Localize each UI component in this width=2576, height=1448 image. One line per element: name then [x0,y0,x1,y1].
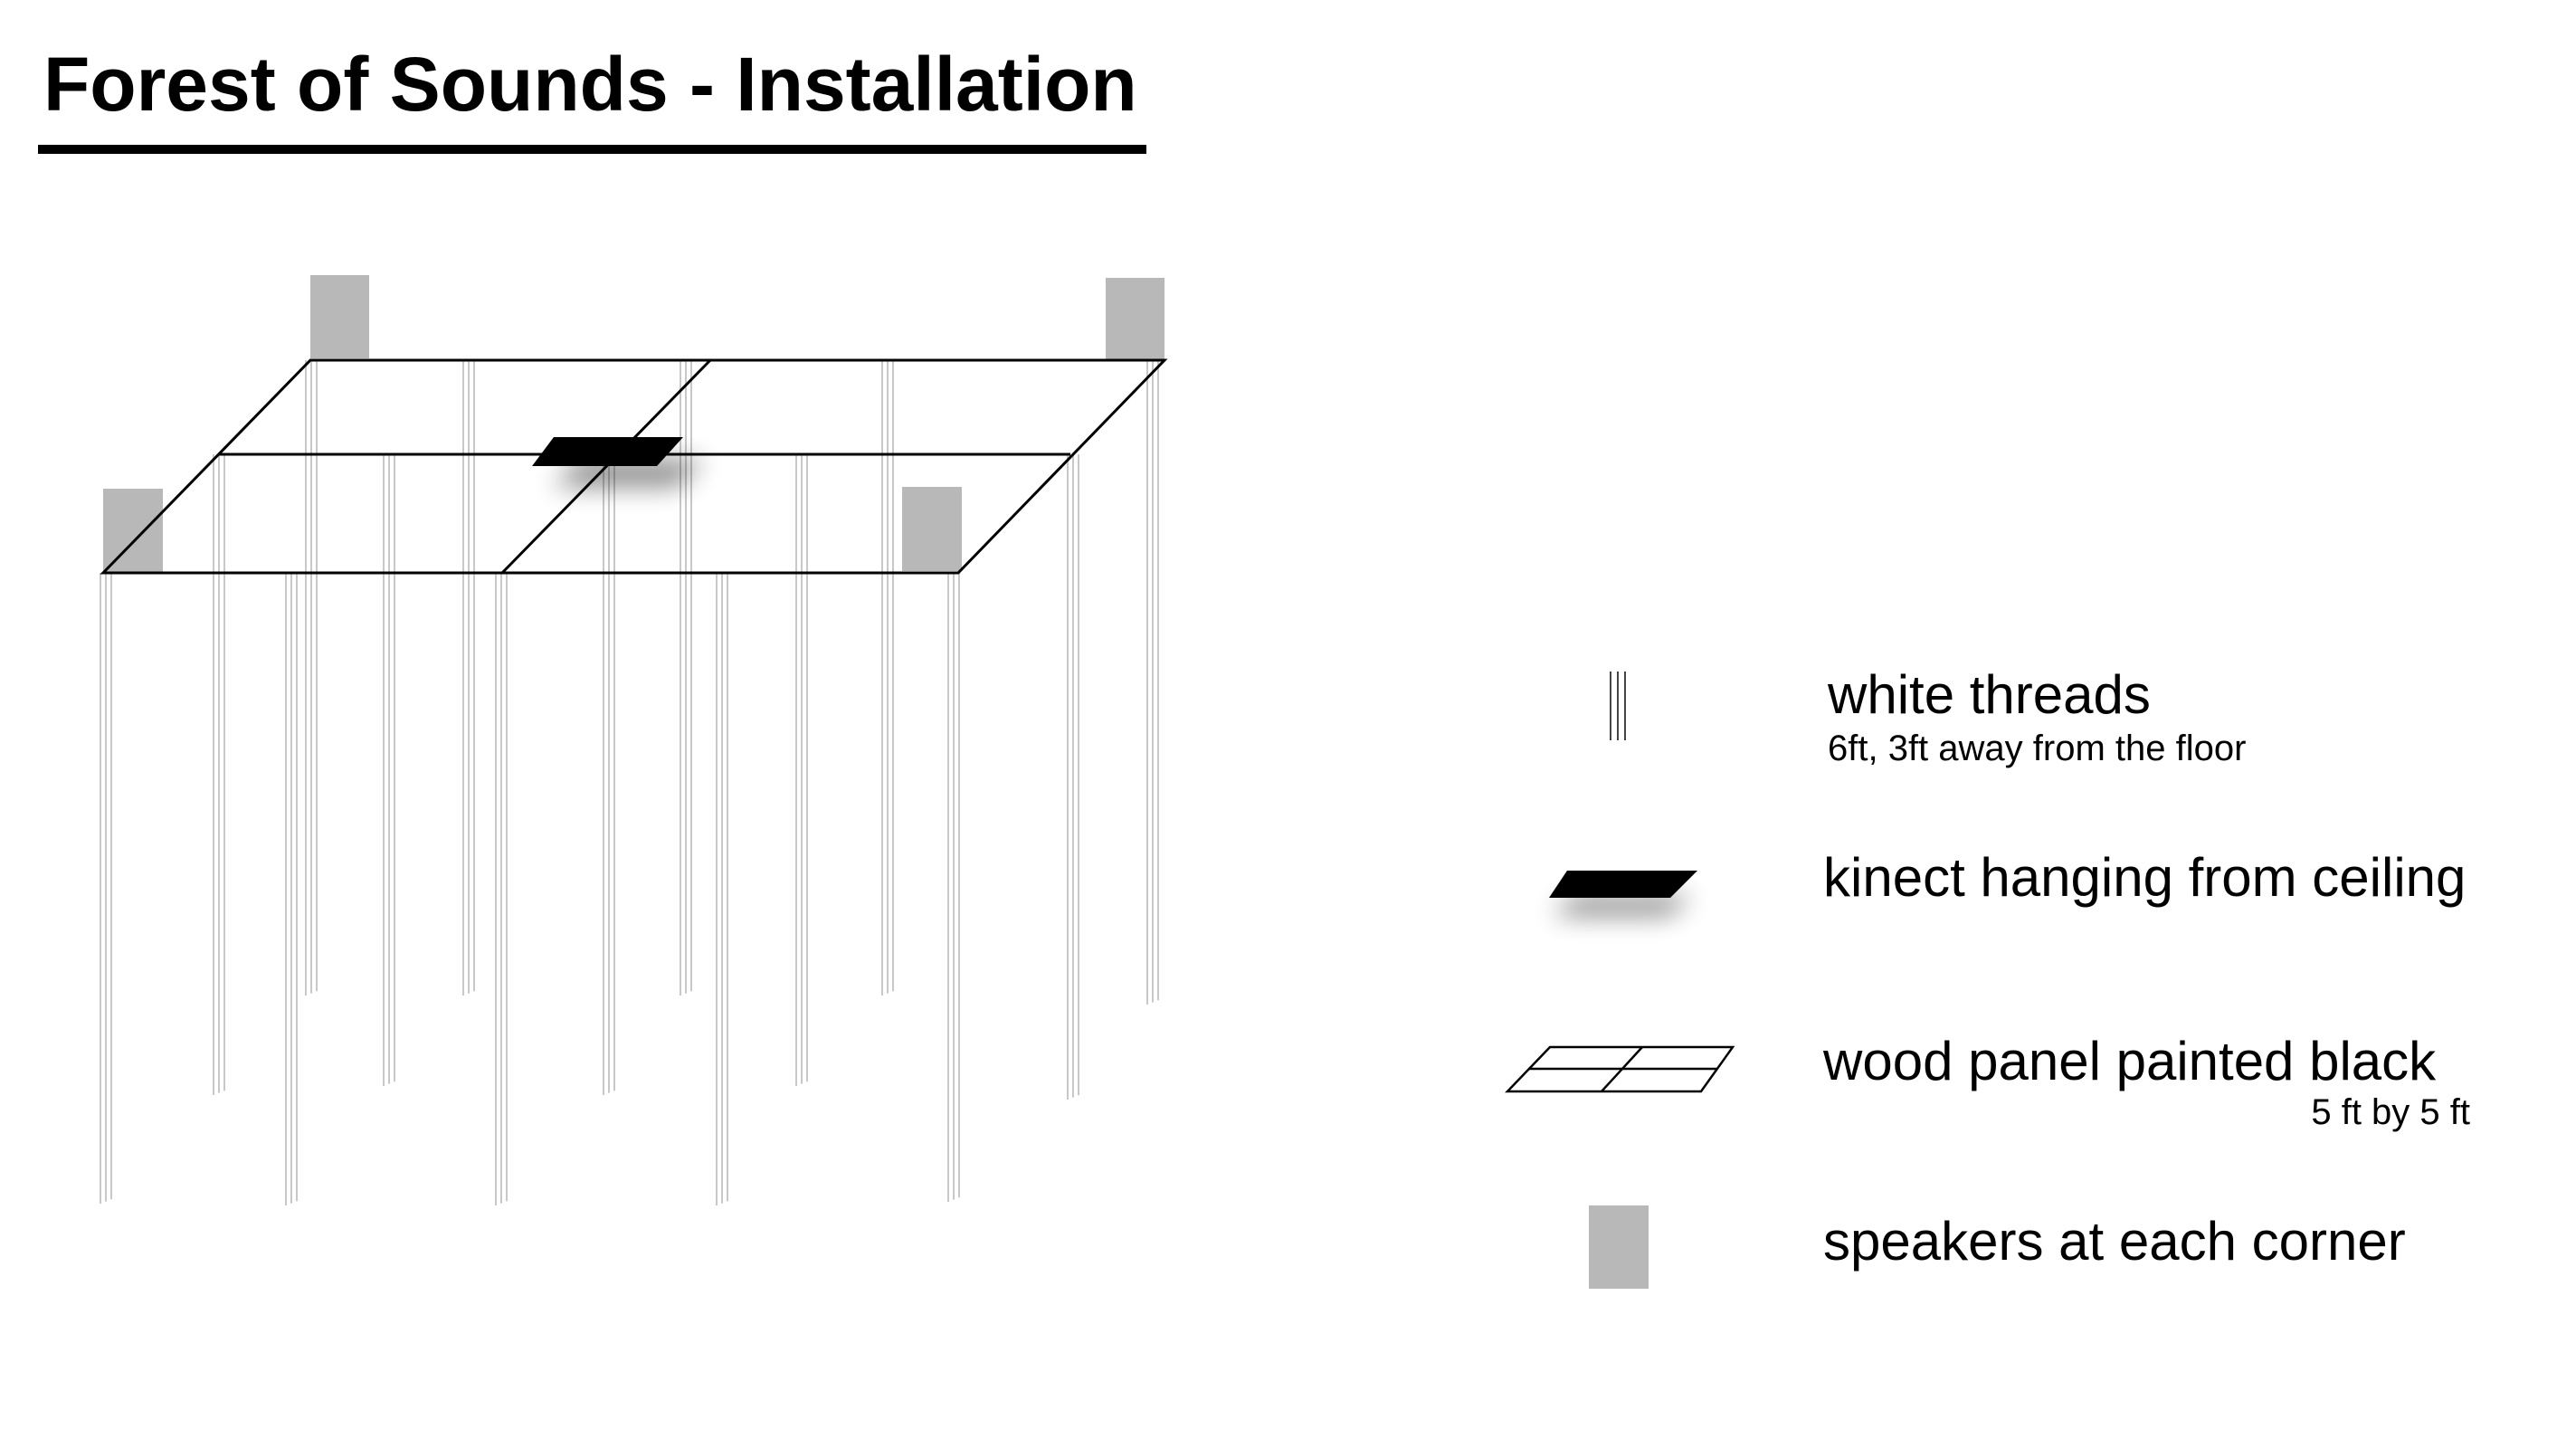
thread-bundle [285,573,298,1205]
thread-group [100,360,1159,1205]
thread-bundle [603,454,615,1095]
thread-bundle [495,573,508,1205]
thread-bundle [1067,454,1079,1100]
kinect-body [532,437,683,466]
wood-panel-icon [1505,1045,1735,1093]
thread-bundle [716,573,728,1205]
speaker-icon [1589,1205,1649,1289]
legend-panel-detail: 5 ft by 5 ft [2311,1092,2470,1132]
thread-bundle [100,573,112,1204]
kinect-shadow [554,460,704,487]
legend-kinect-label: kinect hanging from ceiling [1823,847,2467,908]
speaker-back-right [1106,278,1164,359]
legend-panel-label: wood panel painted black [1823,1031,2437,1091]
legend-threads-label: white threads [1828,664,2151,725]
title-underline [38,145,1146,154]
thread-bundle [947,573,960,1202]
page-title: Forest of Sounds - Installation [43,42,1137,127]
legend-speaker-label: speakers at each corner [1823,1211,2406,1272]
thread-bundle [462,360,475,996]
speaker-back-left [310,275,369,358]
thread-bundle [881,360,894,996]
thread-bundle [213,454,225,1095]
kinect-icon [1549,871,1697,916]
thread-bundle [383,454,395,1086]
thread-bundle [1146,360,1159,1005]
legend-threads-detail: 6ft, 3ft away from the floor [1828,729,2247,768]
thread-bundle [305,360,318,996]
white-threads-icon [1610,672,1626,740]
kinect-device [532,437,704,487]
panel-outline [100,358,1168,575]
speaker-front-right [902,487,962,571]
thread-bundle [795,454,808,1086]
speaker-front-left [103,489,163,572]
